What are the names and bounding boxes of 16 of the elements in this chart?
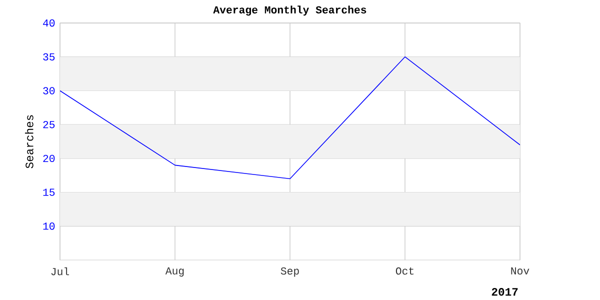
y-tick-label: 35 (43, 53, 55, 60)
x-tick-label: Jul (51, 267, 70, 276)
line-series (60, 56, 520, 180)
y-tick-label: 20 (43, 154, 55, 162)
x-tick-label: Oct (396, 267, 414, 275)
chart-title: Average Monthly Searches (213, 6, 366, 16)
x-tick-label: Aug (165, 267, 184, 277)
y-axis-title: Searches (25, 115, 34, 168)
x-tick-label: Nov (511, 267, 530, 275)
text: 2017 (492, 288, 518, 296)
y-tick-label: 40 (43, 19, 55, 27)
y-tick-label: 25 (43, 120, 55, 128)
y-tick-label: 10 (43, 222, 55, 230)
y-tick-label: 15 (43, 188, 55, 196)
x-tick-label: Sep (280, 267, 299, 277)
y-tick-label: 30 (43, 87, 55, 94)
